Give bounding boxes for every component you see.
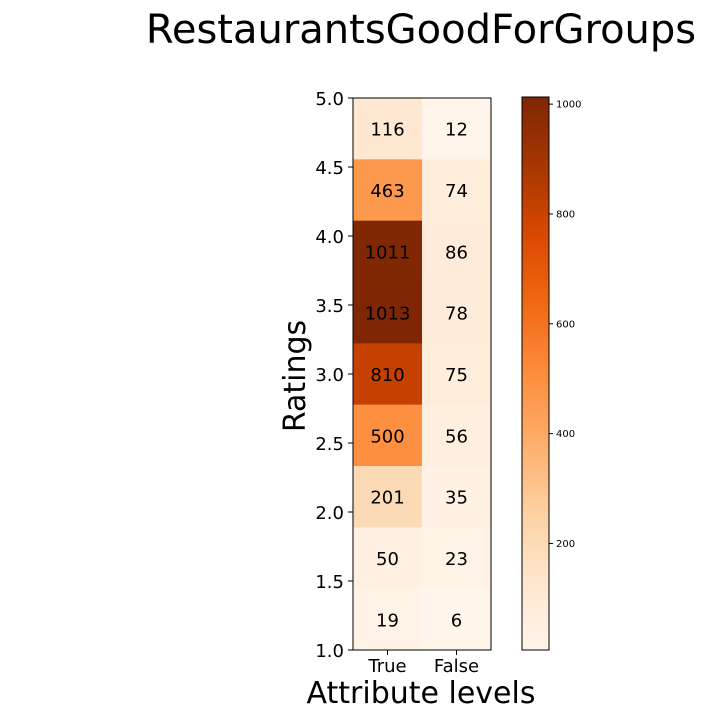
y-tick-label: 1.0 (315, 641, 344, 662)
cell-value-label: 116 (370, 120, 404, 141)
colorbar-tick-label: 800 (556, 209, 575, 220)
heatmap-cell (422, 159, 492, 222)
colorbar-ticks: 200 400 600 800 1000 (549, 100, 581, 550)
cell-value-label: 463 (370, 181, 404, 202)
heatmap-cell (422, 588, 492, 651)
y-tick-label: 2.0 (315, 503, 344, 524)
cell-value-label: 74 (445, 181, 468, 202)
heatmap-cell (353, 527, 423, 590)
cell-value-label: 1011 (365, 242, 411, 263)
heatmap-cell (422, 98, 492, 160)
cell-value-label: 35 (445, 488, 468, 509)
heatmap-cell (353, 282, 423, 344)
colorbar-tick-label: 400 (556, 429, 575, 440)
cell-value-label: 12 (445, 120, 468, 141)
y-tick-label: 5.0 (315, 89, 344, 110)
chart-title: RestaurantsGoodForGroups (146, 7, 696, 53)
y-axis-label: Ratings (278, 320, 313, 432)
x-tick-label: False (434, 656, 479, 677)
heatmap-cell (422, 343, 492, 406)
heatmap-cell (353, 98, 423, 160)
y-tick-label: 4.5 (315, 158, 344, 179)
heatmap-cell (422, 404, 492, 467)
cell-value-label: 1013 (365, 304, 411, 325)
cell-value-label: 56 (445, 426, 468, 447)
cell-value-label: 75 (445, 365, 468, 386)
cell-value-label: 810 (370, 365, 404, 386)
y-axis-ticks: 1.0 1.5 2.0 2.5 3.0 3.5 4.0 4.5 5.0 (315, 89, 353, 662)
heatmap-cell (353, 159, 423, 222)
heatmap-cell (353, 588, 423, 651)
heatmap-cell (353, 404, 423, 467)
heatmap-cell-labels: 116 12 463 74 1011 86 1013 78 810 75 500 56 201 35 50 2… (365, 120, 468, 632)
y-tick-label: 1.5 (315, 572, 344, 593)
x-axis-label: Attribute levels (307, 676, 536, 711)
heatmap-cell (353, 466, 423, 528)
y-tick-label: 3.5 (315, 296, 344, 317)
x-tick-label: True (367, 656, 406, 677)
x-axis-ticks: True False (367, 650, 479, 677)
heatmap-cell (353, 343, 423, 406)
heatmap-cell (353, 220, 423, 283)
colorbar-tick-label: 600 (556, 319, 575, 330)
y-tick-label: 4.0 (315, 227, 344, 248)
cell-value-label: 78 (445, 304, 468, 325)
y-tick-label: 2.5 (315, 434, 344, 455)
heatmap-cell (422, 466, 492, 528)
cell-value-label: 50 (376, 549, 399, 570)
cell-value-label: 6 (451, 610, 462, 631)
colorbar-tick-label: 1000 (556, 100, 581, 111)
cell-value-label: 23 (445, 549, 468, 570)
cell-value-label: 19 (376, 610, 399, 631)
colorbar (521, 96, 550, 651)
heatmap-cell (422, 527, 492, 590)
heatmap-cell (422, 220, 492, 283)
heatmap-cell (422, 282, 492, 344)
cell-value-label: 201 (370, 488, 404, 509)
y-tick-label: 3.0 (315, 365, 344, 386)
cell-value-label: 86 (445, 242, 468, 263)
heatmap-cells (353, 98, 492, 651)
cell-value-label: 500 (370, 426, 404, 447)
colorbar-tick-label: 200 (556, 539, 575, 550)
